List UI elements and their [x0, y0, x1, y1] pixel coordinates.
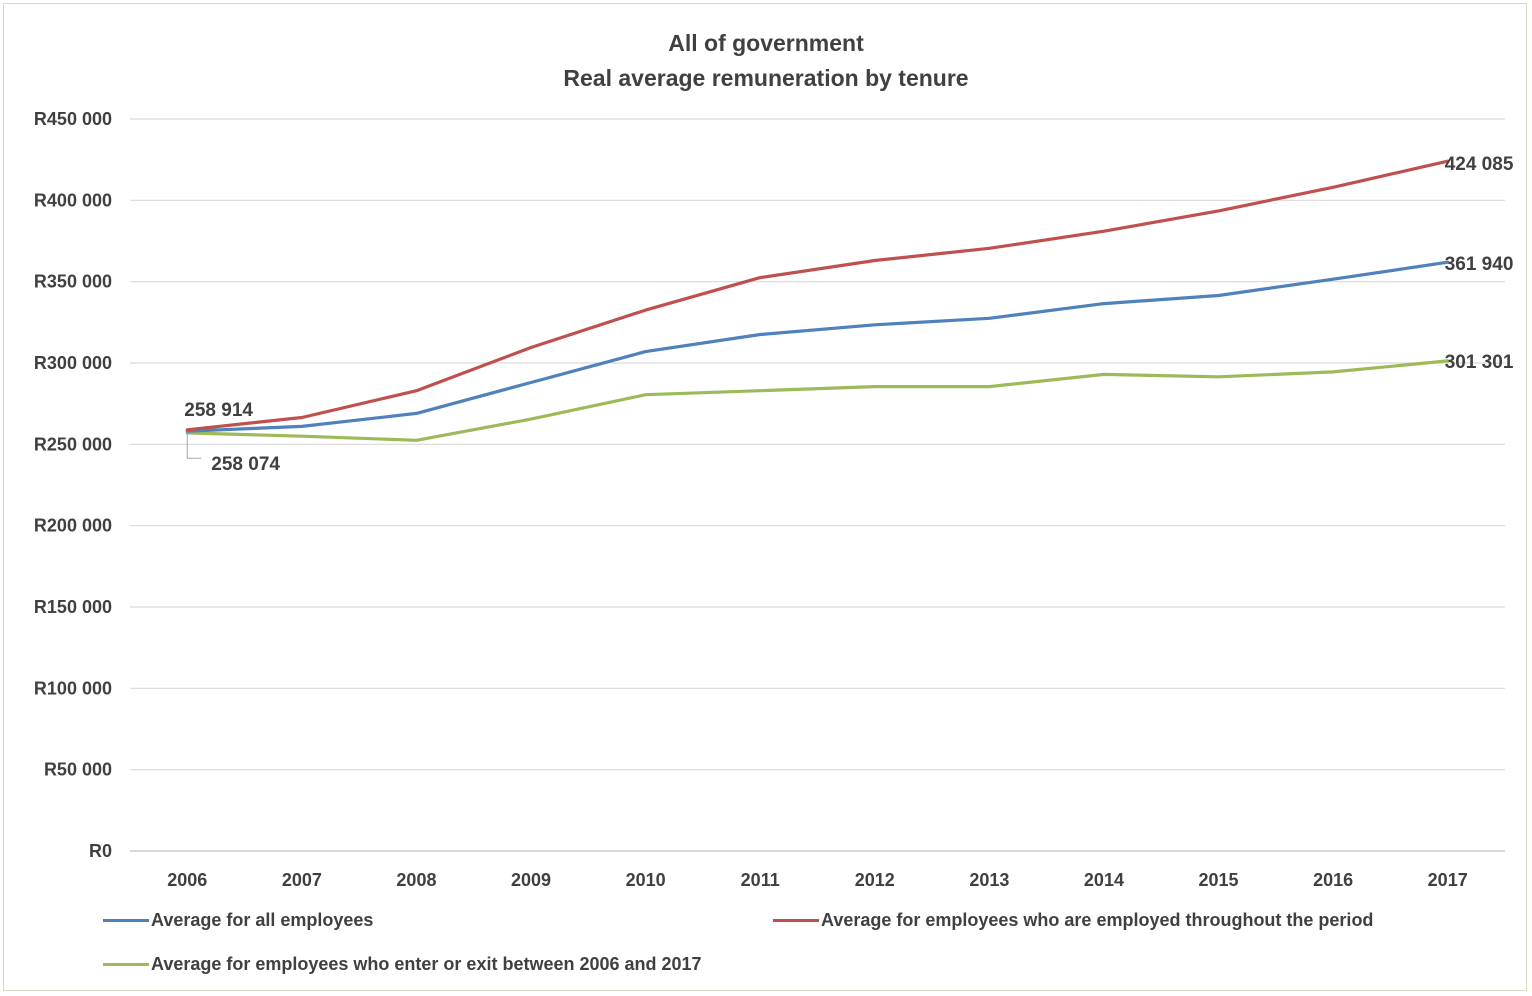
data-label: 361 940 [1445, 254, 1514, 275]
data-label: 258 914 [184, 400, 253, 421]
x-tick-label: 2009 [511, 870, 551, 890]
chart-frame [3, 3, 1527, 991]
legend-swatch-green [103, 963, 149, 966]
legend-label: Average for employees who enter or exit … [151, 954, 702, 974]
legend-item-enter-or-exit: Average for employees who enter or exit … [103, 954, 702, 975]
x-tick-label: 2014 [1084, 870, 1124, 890]
series-lines [185, 159, 1450, 442]
x-tick-label: 2015 [1199, 870, 1239, 890]
x-tick-label: 2008 [396, 870, 436, 890]
legend-label: Average for all employees [151, 910, 374, 930]
y-tick-label: R300 000 [34, 353, 112, 373]
x-tick-label: 2012 [855, 870, 895, 890]
legend-swatch-red [773, 919, 819, 922]
y-tick-label: R250 000 [34, 434, 112, 454]
data-label: 424 085 [1445, 154, 1514, 175]
y-tick-label: R150 000 [34, 597, 112, 617]
y-tick-label: R400 000 [34, 190, 112, 210]
y-tick-label: R450 000 [34, 109, 112, 129]
y-tick-label: R50 000 [44, 760, 112, 780]
y-tick-label: R350 000 [34, 272, 112, 292]
x-axis-tick-labels: 2006 2007 2008 2009 2010 2011 2012 2013 2014 2015… [167, 870, 1467, 890]
x-tick-label: 2007 [282, 870, 322, 890]
y-axis-tick-labels: R0 R50 000 R100 000 R150 000 R200 000 R250 00… [34, 109, 112, 861]
y-tick-label: R200 000 [34, 516, 112, 536]
chart-subtitle: Real average remuneration by tenure [563, 65, 969, 91]
legend-swatch-blue [103, 919, 149, 922]
legend-item-employed-throughout: Average for employees who are employed t… [773, 910, 1373, 931]
x-tick-label: 2010 [626, 870, 666, 890]
x-tick-label: 2011 [741, 870, 780, 890]
series-line [185, 260, 1450, 433]
x-tick-label: 2016 [1313, 870, 1353, 890]
y-tick-label: R0 [89, 841, 112, 861]
gridlines [130, 118, 1505, 852]
data-labels: 258 914 258 074 424 085 361 940 301 301 [184, 154, 1514, 475]
x-tick-label: 2017 [1428, 870, 1468, 890]
data-label: 301 301 [1445, 352, 1514, 373]
x-tick-label: 2006 [167, 870, 207, 890]
y-tick-label: R100 000 [34, 678, 112, 698]
data-label: 258 074 [211, 454, 280, 475]
legend-item-all-employees: Average for all employees [103, 910, 373, 931]
series-line [185, 159, 1450, 432]
series-line [185, 359, 1450, 442]
data-label-leader [186, 433, 202, 459]
chart-title: All of government [668, 30, 864, 56]
legend-label: Average for employees who are employed t… [821, 910, 1374, 930]
x-tick-label: 2013 [969, 870, 1009, 890]
